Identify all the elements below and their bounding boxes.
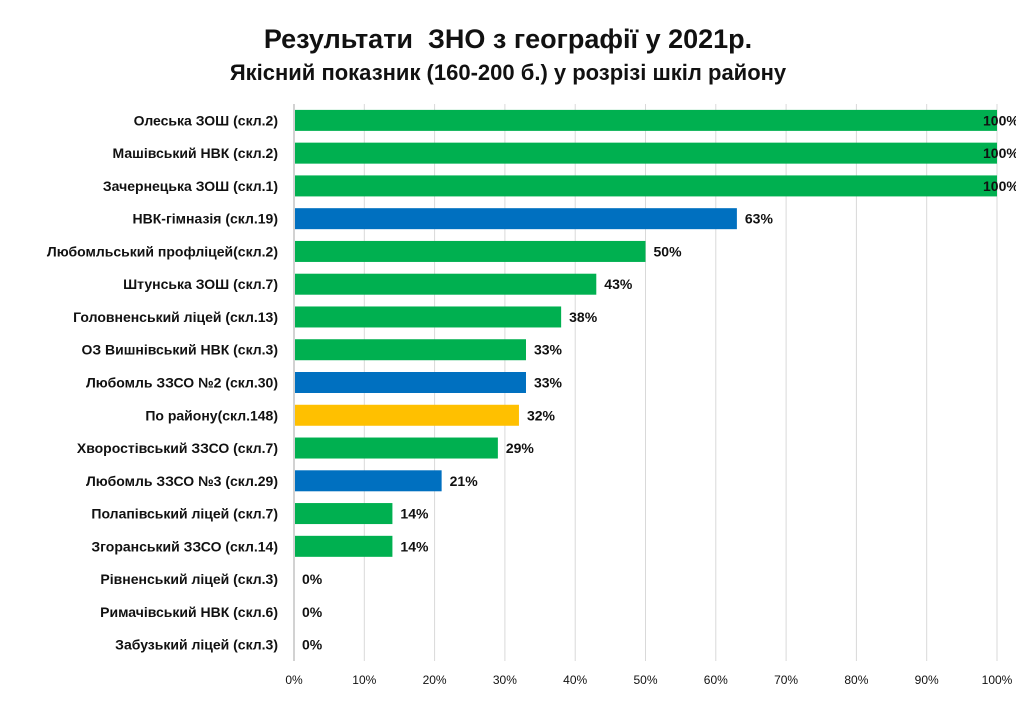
value-label: 100% <box>983 112 1016 128</box>
value-label: 50% <box>654 243 683 259</box>
value-label: 100% <box>983 145 1016 161</box>
category-labels: Олеська ЗОШ (скл.2) Машівський НВК (скл.2… <box>47 112 278 652</box>
category-label: Машівський НВК (скл.2) <box>113 145 278 161</box>
value-label: 32% <box>527 407 556 423</box>
x-tick-label: 50% <box>633 673 657 687</box>
category-label: Любомльський профліцей(скл.2) <box>47 243 278 259</box>
bar <box>295 339 526 361</box>
category-label: Штунська ЗОШ (скл.7) <box>123 276 278 292</box>
bar <box>295 503 393 525</box>
value-label: 38% <box>569 309 598 325</box>
value-label: 14% <box>400 506 429 522</box>
value-label: 0% <box>302 604 323 620</box>
value-label: 14% <box>400 538 429 554</box>
category-label: Згоранський ЗЗСО (скл.14) <box>91 538 278 554</box>
category-label: Римачівський НВК (скл.6) <box>100 604 278 620</box>
value-label: 63% <box>745 211 774 227</box>
category-label: По району(скл.148) <box>145 407 278 423</box>
bar <box>295 142 997 164</box>
category-label: ОЗ Вишнівський НВК (скл.3) <box>81 342 278 358</box>
category-label: Забузький ліцей (скл.3) <box>115 637 278 653</box>
bar <box>295 404 519 426</box>
bar <box>295 535 393 557</box>
bar <box>295 208 737 230</box>
x-tick-label: 70% <box>774 673 798 687</box>
category-label: Головненський ліцей (скл.13) <box>73 309 278 325</box>
value-label: 0% <box>302 637 323 653</box>
category-label: Зачернецька ЗОШ (скл.1) <box>103 178 278 194</box>
x-tick-label: 30% <box>493 673 517 687</box>
category-label: Любомль ЗЗСО №2 (скл.30) <box>86 375 278 391</box>
x-tick-label: 20% <box>423 673 447 687</box>
bar <box>295 437 498 459</box>
x-tick-label: 100% <box>982 673 1013 687</box>
value-label: 29% <box>506 440 535 456</box>
bars <box>295 109 997 557</box>
chart-title: Результати ЗНО з географії у 2021р. <box>263 24 753 54</box>
bar <box>295 240 646 262</box>
bar <box>295 470 442 492</box>
x-axis-ticks: 0% 10% 20% 30% 40% 50% 60% 70% 80% 90% 100% <box>285 673 1012 687</box>
x-tick-label: 40% <box>563 673 587 687</box>
value-label: 21% <box>450 473 479 489</box>
category-label: Полапівський ліцей (скл.7) <box>91 506 278 522</box>
bar <box>295 273 597 295</box>
x-tick-label: 0% <box>285 673 303 687</box>
value-label: 0% <box>302 571 323 587</box>
value-label: 100% <box>983 178 1016 194</box>
bar <box>295 109 997 131</box>
category-label: НВК-гімназія (скл.19) <box>133 211 278 227</box>
category-label: Олеська ЗОШ (скл.2) <box>134 112 278 128</box>
value-label: 33% <box>534 375 563 391</box>
bar <box>295 372 526 393</box>
category-label: Рівненський ліцей (скл.3) <box>100 571 278 587</box>
category-label: Хворостівський ЗЗСО (скл.7) <box>77 440 278 456</box>
bar <box>295 175 997 197</box>
x-tick-label: 80% <box>844 673 868 687</box>
value-label: 33% <box>534 342 563 358</box>
x-tick-label: 90% <box>915 673 939 687</box>
chart-subtitle: Якісний показник (160-200 б.) у розрізі … <box>229 60 787 85</box>
bar <box>295 306 562 328</box>
value-labels: 100% 100% 100% 63% 50% 43% 38% 33% 33% 32% 29% 21% 1… <box>302 112 1016 652</box>
value-label: 43% <box>604 276 633 292</box>
x-tick-label: 60% <box>704 673 728 687</box>
category-label: Любомль ЗЗСО №3 (скл.29) <box>86 473 278 489</box>
x-tick-label: 10% <box>352 673 376 687</box>
